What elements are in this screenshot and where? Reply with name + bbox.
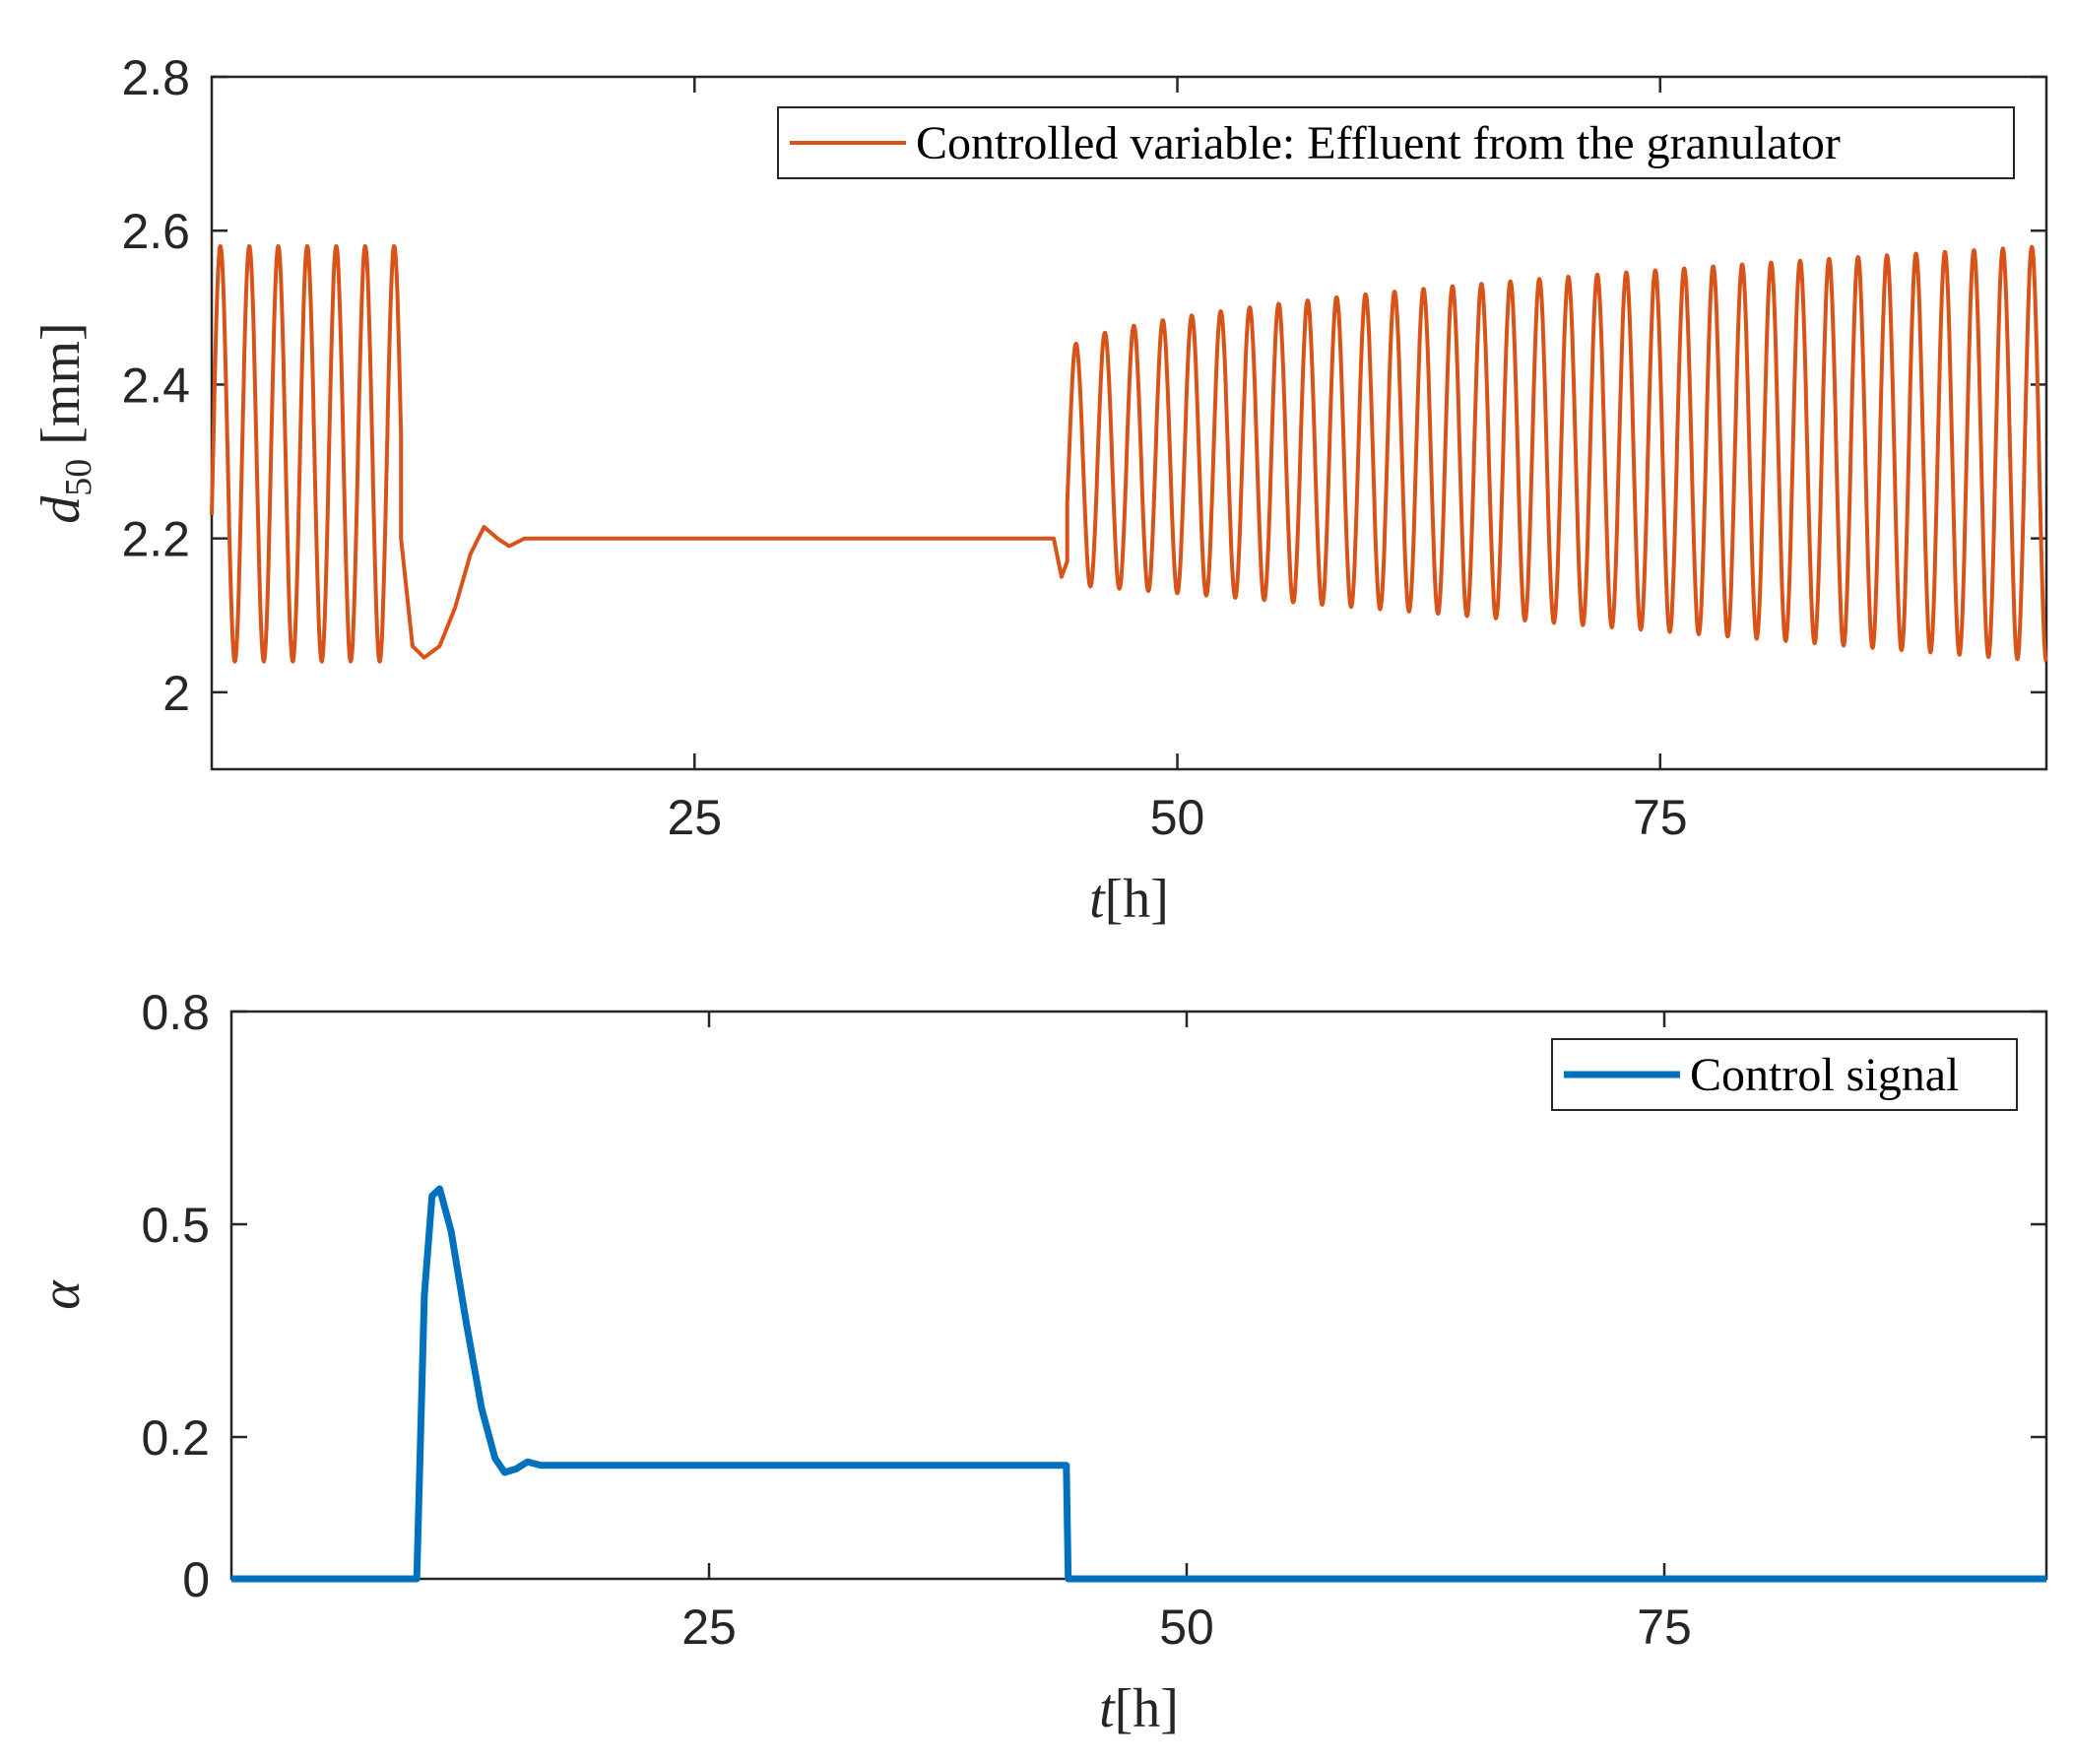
- x-tick-label: 25: [681, 1600, 737, 1655]
- x-axis-label-var: t: [1099, 1678, 1116, 1739]
- x-axis-label-unit: [h]: [1105, 869, 1169, 930]
- x-axis-label-unit: [h]: [1115, 1678, 1179, 1739]
- y-axis-label-var: d: [31, 495, 92, 524]
- chart-top-d50: 25 50 7522.22.42.62.8t[h]d50[mm]Controlled…: [31, 50, 2048, 930]
- y-axis-label-unit: [mm]: [31, 322, 92, 444]
- y-axis-label: α: [31, 1279, 92, 1310]
- y-tick-label: 0: [182, 1552, 210, 1607]
- legend-entry-label: Control signal: [1690, 1049, 1959, 1101]
- x-axis-label: t[h]: [1099, 1678, 1179, 1739]
- series-line-controlled-variable: [210, 243, 2048, 664]
- x-tick-label: 75: [1637, 1600, 1692, 1655]
- y-axis-label: d50 [mm]: [31, 322, 99, 523]
- y-tick-label: 0.5: [141, 1198, 210, 1253]
- y-tick-label: 2: [162, 666, 190, 721]
- series-line-control-signal: [231, 1185, 2046, 1583]
- legend-entry-label: Controlled variable: Effluent from the g…: [916, 117, 1841, 169]
- y-tick-label: 0.8: [141, 985, 210, 1040]
- x-tick-label: 75: [1633, 790, 1688, 845]
- y-axis-label-var: α: [31, 1279, 92, 1310]
- legend-box: [777, 106, 2015, 179]
- x-axis-label-var: t: [1089, 869, 1106, 930]
- x-tick-label: 25: [667, 790, 722, 845]
- y-tick-label: 2.8: [121, 50, 190, 105]
- x-axis-label: t[h]: [1089, 869, 1169, 930]
- x-tick-label: 50: [1159, 1600, 1214, 1655]
- y-axis-label-sub: 50: [58, 459, 99, 496]
- chart-bottom-alpha: 25 50 75 0 0.2 0.5 0.8 t[h] α Control signal: [31, 985, 2048, 1739]
- x-tick-label: 50: [1150, 790, 1205, 845]
- y-tick-label: 2.6: [121, 204, 190, 259]
- y-tick-label: 2.2: [121, 512, 190, 567]
- y-tick-label: 0.2: [141, 1410, 210, 1466]
- y-tick-label: 2.4: [121, 358, 190, 413]
